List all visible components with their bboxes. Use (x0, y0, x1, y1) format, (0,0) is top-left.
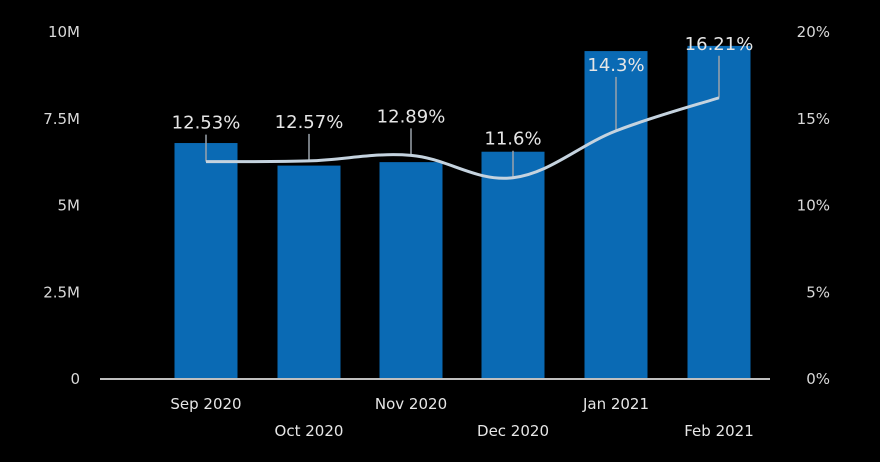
x-axis-category-label: Feb 2021 (684, 422, 754, 440)
y-right-tick-label: 10% (797, 197, 830, 215)
line-data-label: 12.57% (275, 112, 344, 133)
y-right-tick-label: 15% (797, 110, 830, 128)
x-axis-category-labels: Sep 2020 Oct 2020 Nov 2020 Dec 2020 Jan 2021… (170, 395, 753, 440)
y-left-tick-label: 5M (58, 197, 81, 215)
y-left-tick-label: 2.5M (43, 283, 80, 301)
y-left-tick-label: 10M (48, 23, 80, 41)
bar-2 (277, 165, 341, 379)
line-data-label: 11.6% (484, 129, 541, 150)
left-y-axis-ticks: 0 2.5M 5M 7.5M 10M (43, 23, 80, 388)
y-right-tick-label: 0% (806, 370, 830, 388)
data-label-leader-lines (205, 55, 720, 178)
right-y-axis-ticks: 0% 5% 10% 15% 20% (797, 23, 830, 388)
y-left-tick-label: 0 (70, 370, 80, 388)
line-data-labels: 12.53% 12.57% 12.89% 11.6% 14.3% 16.21% (172, 34, 754, 150)
x-axis-category-label: Sep 2020 (170, 395, 241, 413)
y-right-tick-label: 5% (806, 283, 830, 301)
line-data-label: 16.21% (685, 34, 754, 55)
bar-series (174, 45, 751, 380)
x-axis-category-label: Jan 2021 (582, 395, 649, 413)
bar-6 (687, 45, 751, 379)
line-series (205, 96, 720, 180)
x-axis-category-label: Nov 2020 (375, 395, 447, 413)
x-axis-category-label: Oct 2020 (275, 422, 344, 440)
line-data-label: 12.89% (377, 106, 446, 127)
bar-3 (379, 162, 443, 379)
bar-4 (481, 151, 545, 379)
x-axis-category-label: Dec 2020 (477, 422, 549, 440)
y-right-tick-label: 20% (797, 23, 830, 41)
bar-1 (174, 143, 238, 379)
line-data-label: 12.53% (172, 113, 241, 134)
y-left-tick-label: 7.5M (43, 110, 80, 128)
line-data-label: 14.3% (587, 55, 644, 76)
